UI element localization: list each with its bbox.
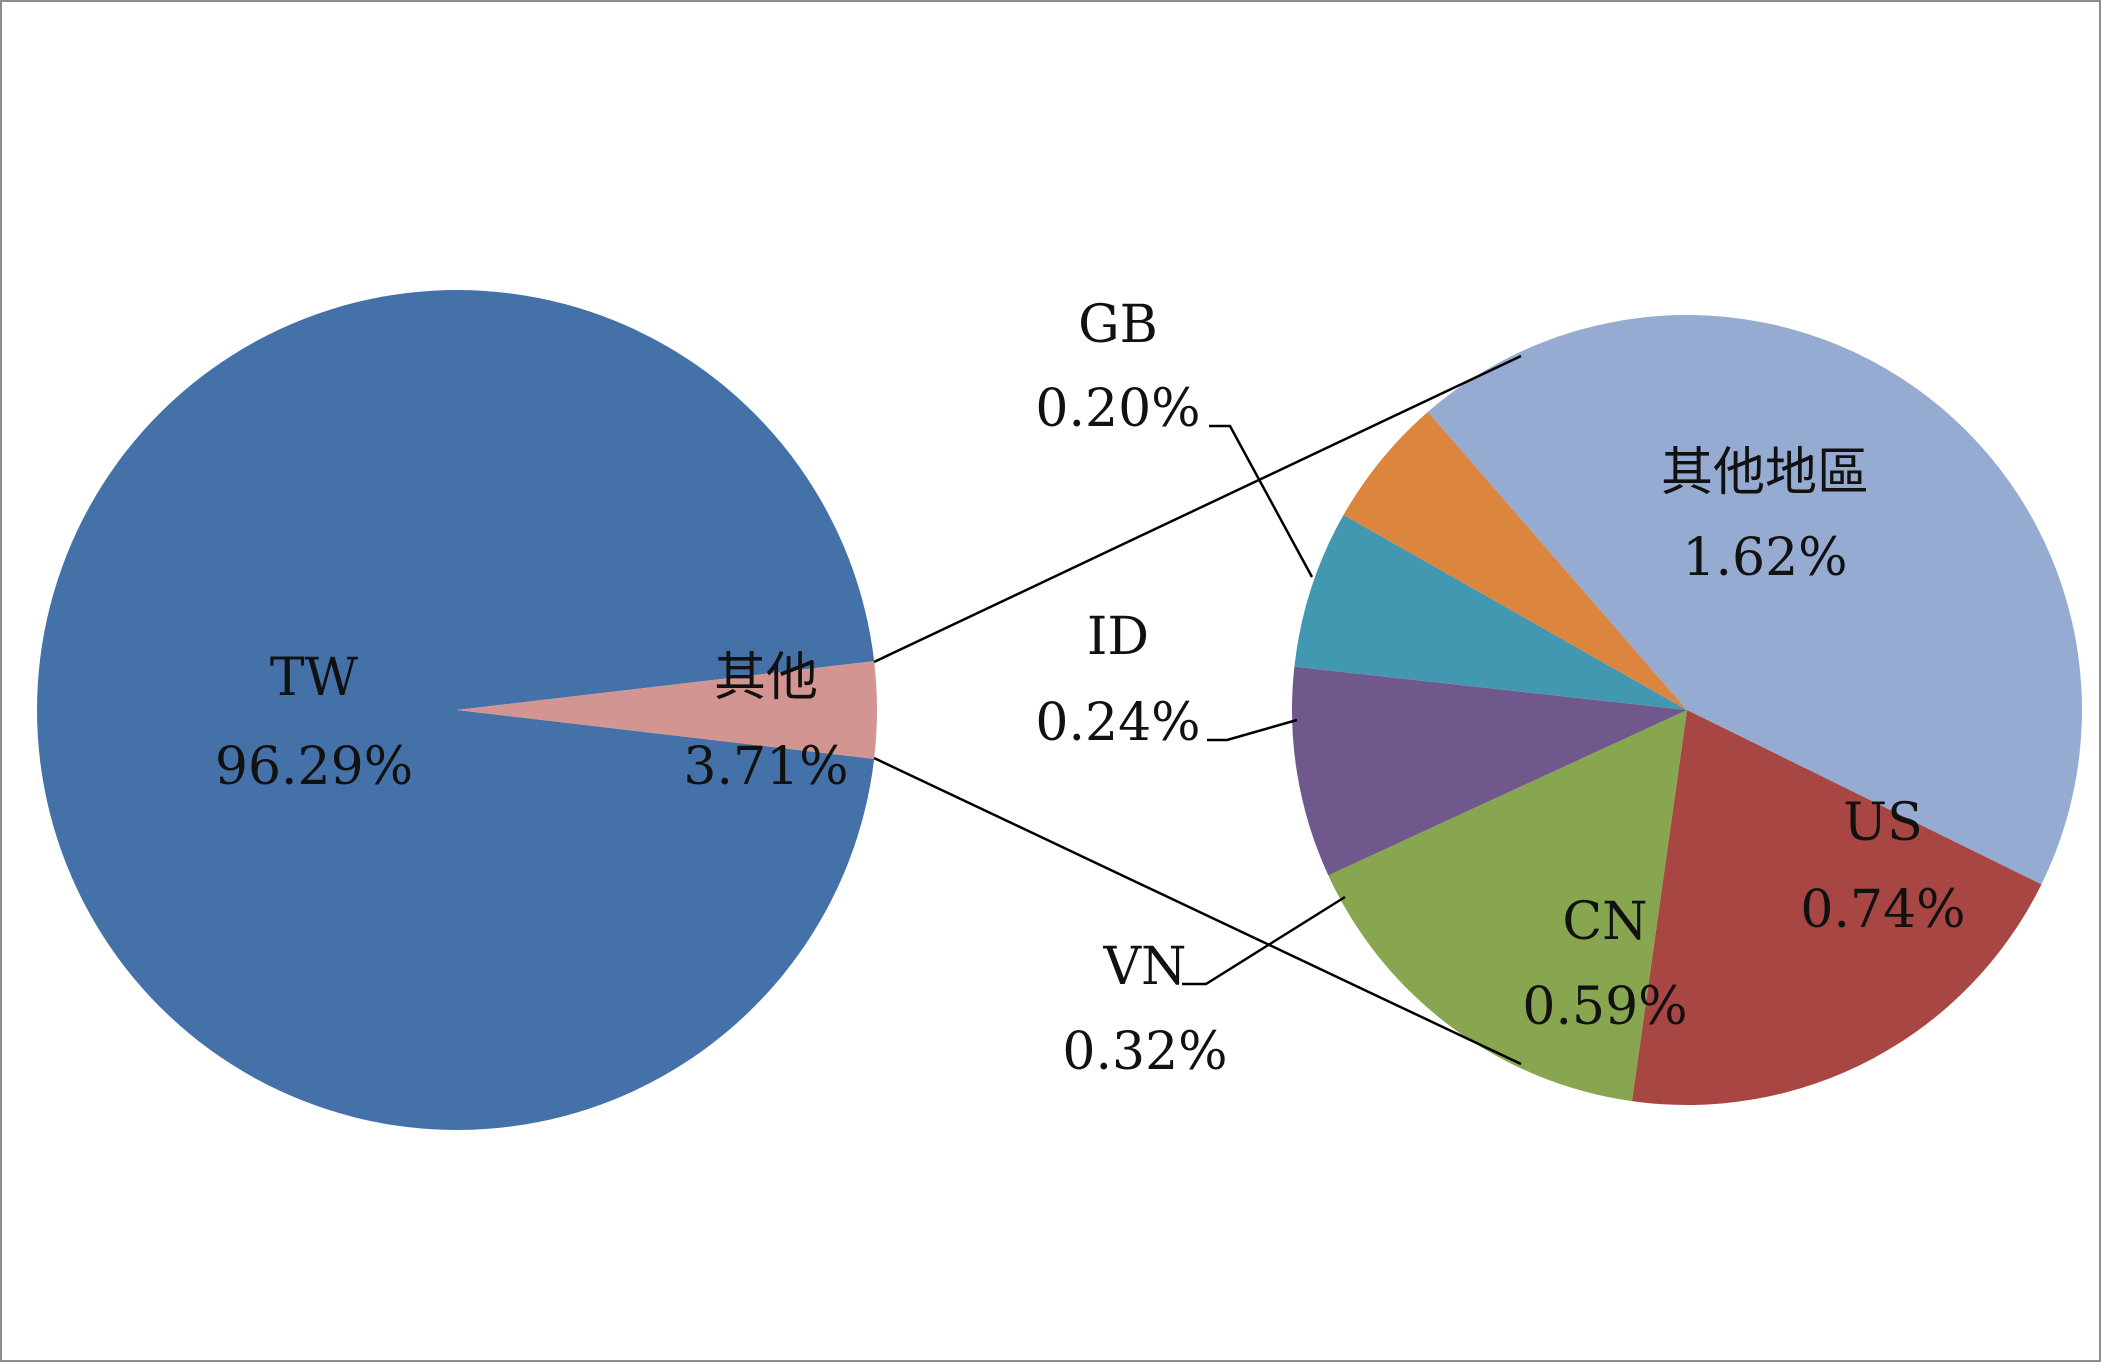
primary-slice-1 — [457, 661, 877, 759]
connector-line-top — [873, 354, 1522, 664]
primary-pie — [36, 290, 877, 1131]
slice-label-tw: TW — [270, 648, 359, 708]
secondary-slice-2 — [1328, 710, 1687, 1102]
slice-label-other-regions: 其他地區 — [1661, 443, 1869, 503]
slice-value-vn: 0.32% — [1062, 1022, 1227, 1082]
slice-value-other: 3.71% — [683, 737, 848, 797]
connector-line-bottom — [873, 756, 1522, 1066]
secondary-slice-5 — [1343, 411, 1687, 710]
slice-value-cn: 0.59% — [1522, 977, 1687, 1037]
leader-line-gb — [1209, 424, 1314, 578]
slice-value-gb: 0.20% — [1035, 379, 1200, 439]
primary-slice-0 — [36, 290, 875, 1131]
secondary-slice-0 — [1427, 315, 2082, 885]
slice-value-other-regions: 1.62% — [1682, 528, 1847, 588]
secondary-pie — [1291, 315, 2082, 1105]
slice-label-gb: GB — [1078, 295, 1158, 355]
leader-line-id — [1207, 718, 1298, 742]
slice-label-id: ID — [1087, 607, 1149, 667]
slice-value-id: 0.24% — [1035, 693, 1200, 753]
slice-label-cn: CN — [1562, 892, 1647, 952]
slice-label-us: US — [1843, 793, 1922, 853]
secondary-slice-3 — [1291, 666, 1687, 876]
slice-label-vn: VN — [1102, 937, 1186, 997]
leader-line-vn — [1182, 895, 1346, 986]
slice-label-other: 其他 — [714, 648, 818, 708]
secondary-slice-1 — [1632, 710, 2042, 1105]
slice-value-us: 0.74% — [1800, 880, 1965, 940]
secondary-slice-4 — [1294, 514, 1687, 710]
slice-value-tw: 96.29% — [215, 737, 413, 797]
